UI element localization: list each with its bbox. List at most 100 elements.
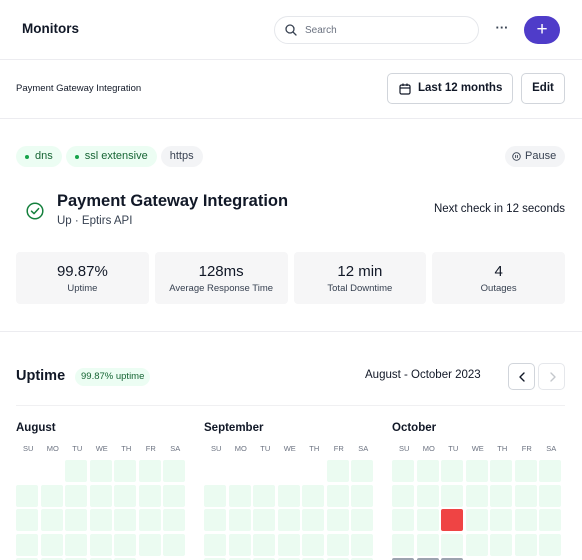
calendar-day-cell[interactable] [392, 460, 414, 482]
calendar-day-cell[interactable] [326, 509, 349, 531]
calendar-day-cell[interactable] [114, 460, 136, 482]
calendar-day-cell[interactable] [138, 509, 161, 531]
calendar-day-cell[interactable] [416, 533, 439, 556]
calendar-day-cell[interactable] [441, 533, 463, 556]
tag-https[interactable]: https [160, 146, 203, 167]
calendar-day-cell[interactable] [351, 484, 373, 507]
calendar-day-cell[interactable] [351, 558, 373, 560]
calendar-day-cell[interactable] [514, 533, 537, 556]
calendar-day-cell[interactable] [89, 509, 112, 531]
calendar-day-cell[interactable] [392, 558, 414, 560]
calendar-day-cell[interactable] [253, 558, 275, 560]
search-box[interactable] [274, 16, 479, 44]
calendar-day-cell[interactable] [514, 460, 537, 482]
calendar-day-cell[interactable] [539, 484, 561, 507]
tag-ssl-extensive[interactable]: ssl extensive [65, 146, 157, 167]
calendar-day-cell[interactable] [65, 484, 87, 507]
calendar-day-cell[interactable] [351, 533, 373, 556]
calendar-day-cell[interactable] [302, 509, 324, 531]
calendar-day-cell[interactable] [65, 558, 87, 560]
calendar-day-cell[interactable] [228, 509, 251, 531]
calendar-day-cell[interactable] [138, 533, 161, 556]
calendar-day-cell[interactable] [302, 533, 324, 556]
search-input[interactable] [305, 22, 470, 38]
calendar-day-cell[interactable] [16, 484, 38, 507]
calendar-day-cell[interactable] [65, 460, 87, 482]
calendar-day-cell[interactable] [114, 509, 136, 531]
calendar-day-cell[interactable] [138, 460, 161, 482]
next-period-button[interactable] [538, 363, 565, 390]
calendar-day-cell[interactable] [204, 509, 226, 531]
add-monitor-button[interactable]: + [524, 16, 560, 44]
calendar-day-cell[interactable] [465, 460, 488, 482]
calendar-day-cell[interactable] [163, 484, 185, 507]
calendar-day-cell[interactable] [138, 484, 161, 507]
calendar-day-cell[interactable] [253, 533, 275, 556]
calendar-day-cell[interactable] [89, 484, 112, 507]
calendar-day-cell[interactable] [114, 558, 136, 560]
period-selector-button[interactable]: Last 12 months [387, 73, 513, 104]
calendar-day-cell[interactable] [253, 484, 275, 507]
calendar-day-cell[interactable] [490, 533, 512, 556]
calendar-day-cell[interactable] [277, 509, 300, 531]
calendar-day-cell[interactable] [465, 509, 488, 531]
calendar-day-cell[interactable] [490, 484, 512, 507]
calendar-day-cell[interactable] [204, 558, 226, 560]
calendar-day-cell[interactable] [302, 484, 324, 507]
calendar-day-cell[interactable] [40, 484, 63, 507]
calendar-day-cell[interactable] [89, 533, 112, 556]
pause-button[interactable]: Pause [505, 146, 566, 167]
calendar-day-cell[interactable] [114, 533, 136, 556]
edit-button[interactable]: Edit [521, 73, 565, 104]
calendar-day-cell[interactable] [465, 533, 488, 556]
calendar-day-cell[interactable] [228, 484, 251, 507]
calendar-day-cell[interactable] [441, 558, 463, 560]
calendar-day-cell[interactable] [539, 533, 561, 556]
calendar-day-cell[interactable] [392, 533, 414, 556]
calendar-day-cell[interactable] [514, 484, 537, 507]
calendar-day-cell[interactable] [65, 533, 87, 556]
calendar-day-cell[interactable] [416, 558, 439, 560]
calendar-day-cell[interactable] [163, 533, 185, 556]
calendar-day-cell[interactable] [163, 460, 185, 482]
calendar-day-cell[interactable] [351, 509, 373, 531]
calendar-day-cell[interactable] [326, 484, 349, 507]
more-options-button[interactable]: ··· [495, 20, 509, 35]
calendar-day-cell[interactable] [228, 533, 251, 556]
calendar-day-cell[interactable] [40, 533, 63, 556]
calendar-day-cell[interactable] [539, 460, 561, 482]
calendar-day-cell[interactable] [89, 460, 112, 482]
calendar-day-cell[interactable] [204, 484, 226, 507]
calendar-day-cell[interactable] [416, 509, 439, 531]
calendar-day-cell[interactable] [351, 460, 373, 482]
calendar-day-cell[interactable] [392, 509, 414, 531]
calendar-day-cell[interactable] [441, 460, 463, 482]
calendar-day-cell[interactable] [465, 484, 488, 507]
calendar-day-cell[interactable] [16, 558, 38, 560]
calendar-day-cell[interactable] [490, 509, 512, 531]
calendar-day-cell[interactable] [392, 484, 414, 507]
calendar-day-cell[interactable] [277, 533, 300, 556]
calendar-day-cell[interactable] [302, 558, 324, 560]
calendar-day-cell[interactable] [114, 484, 136, 507]
previous-period-button[interactable] [508, 363, 535, 390]
calendar-day-cell[interactable] [539, 509, 561, 531]
calendar-day-cell[interactable] [326, 533, 349, 556]
calendar-day-cell[interactable] [490, 460, 512, 482]
calendar-day-cell[interactable] [16, 509, 38, 531]
calendar-day-cell[interactable] [16, 533, 38, 556]
calendar-day-cell[interactable] [326, 460, 349, 482]
calendar-day-cell[interactable] [416, 484, 439, 507]
calendar-day-cell[interactable] [228, 558, 251, 560]
calendar-day-cell[interactable] [40, 558, 63, 560]
calendar-day-cell[interactable] [204, 533, 226, 556]
calendar-day-cell[interactable] [89, 558, 112, 560]
tag-dns[interactable]: dns [16, 146, 62, 167]
calendar-day-cell[interactable] [40, 509, 63, 531]
calendar-day-cell[interactable] [253, 509, 275, 531]
calendar-day-cell[interactable] [441, 484, 463, 507]
calendar-day-cell[interactable] [277, 558, 300, 560]
calendar-day-cell[interactable] [416, 460, 439, 482]
calendar-day-cell[interactable] [441, 509, 463, 531]
calendar-day-cell[interactable] [514, 509, 537, 531]
